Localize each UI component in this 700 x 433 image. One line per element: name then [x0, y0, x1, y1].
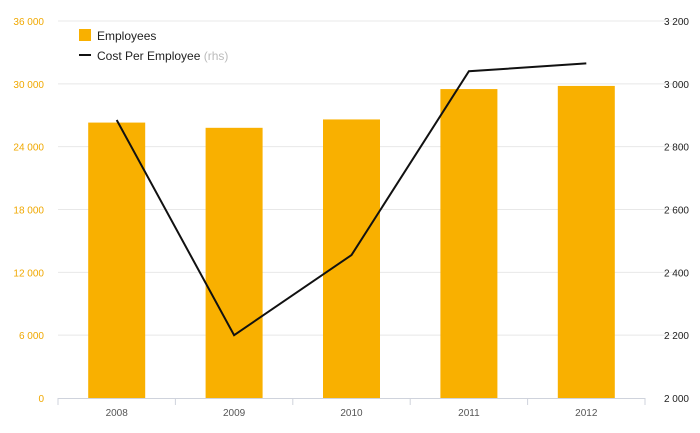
legend-employees-label: Employees: [97, 29, 156, 43]
bar-employees-2011: [440, 89, 498, 398]
y-left-tick-label: 36 000: [13, 17, 44, 28]
y-left-tick-label: 6 000: [19, 331, 44, 342]
y-right-tick-label: 2 800: [664, 143, 689, 154]
x-tick-label: 2012: [575, 408, 598, 419]
y-right-tick-label: 3 200: [664, 17, 689, 28]
x-tick-label: 2011: [458, 408, 480, 419]
y-right-tick-label: 2 400: [664, 268, 689, 279]
x-tick-label: 2009: [223, 408, 246, 419]
bar-employees-2009: [205, 127, 263, 399]
legend-cost-label: Cost Per Employee (rhs): [97, 49, 228, 63]
legend-employees-swatch: [79, 29, 91, 41]
legend-cost-name: Cost Per Employee: [97, 49, 201, 63]
y-left-tick-label: 12 000: [13, 268, 44, 279]
y-right-tick-label: 2 200: [664, 331, 689, 342]
bar-employees-2010: [323, 119, 380, 398]
y-right-tick-label: 2 000: [664, 394, 689, 405]
x-tick-label: 2008: [106, 408, 129, 419]
cost-per-employee-line: [115, 62, 587, 337]
y-left-tick-label: 18 000: [13, 206, 44, 217]
legend-cost-rhs: (rhs): [204, 49, 229, 63]
y-right-tick-label: 2 600: [664, 206, 689, 217]
legend: Employees Cost Per Employee (rhs): [79, 29, 228, 63]
y-left-tick-label: 30 000: [13, 80, 44, 91]
y-left-tick-label: 0: [38, 394, 44, 405]
x-tick-label: 2010: [340, 408, 363, 419]
y-left-tick-label: 24 000: [13, 143, 44, 154]
employees-bars: [88, 85, 615, 399]
bar-employees-2008: [88, 122, 146, 398]
axes: 0 6 000 12 000 18 000 24 000 30 000 36 000 2 00…: [13, 17, 689, 419]
y-right-tick-label: 3 000: [664, 80, 689, 91]
line-cost-per-employee: [115, 62, 587, 337]
bar-employees-2012: [557, 85, 615, 398]
